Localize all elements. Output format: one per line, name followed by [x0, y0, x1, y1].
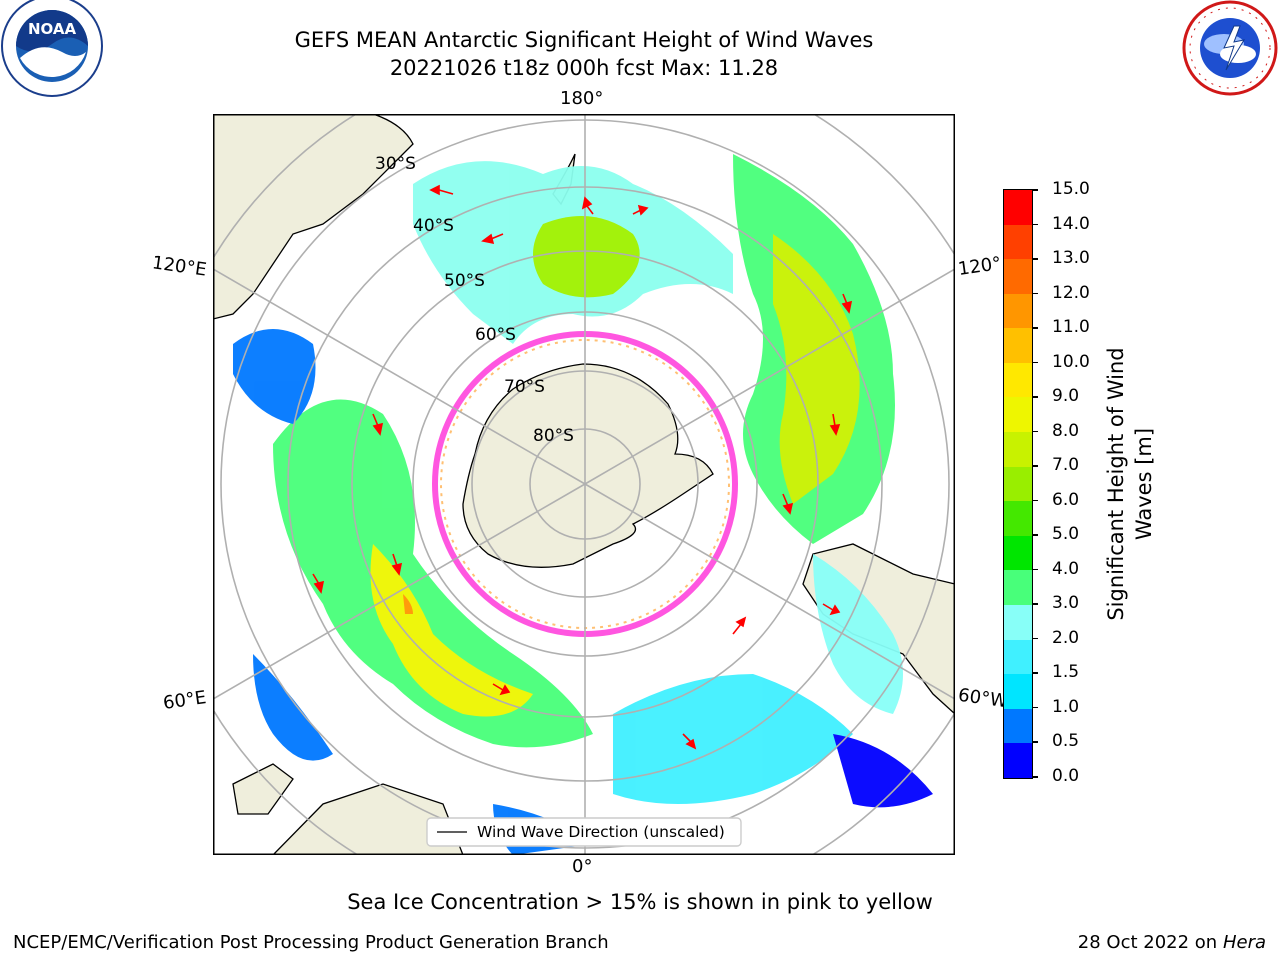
colorbar-tick-mark: [1032, 706, 1038, 709]
colorbar-tick-label: 15.0: [1052, 179, 1090, 199]
longitude-gridlines: [213, 114, 955, 855]
map-legend: Wind Wave Direction (unscaled): [426, 817, 742, 847]
colorbar-tick-mark: [1032, 189, 1038, 191]
colorbar-segment: [1004, 639, 1032, 675]
wind-wave-arrows: [312, 184, 853, 750]
sea-ice-note: Sea Ice Concentration > 15% is shown in …: [347, 890, 933, 914]
colorbar-tick-label: 9.0: [1052, 386, 1080, 407]
colorbar-segment: [1004, 362, 1032, 398]
colorbar-tick-mark: [1032, 776, 1038, 778]
madagascar-land: [232, 763, 294, 815]
colorbar-tick-mark: [1032, 465, 1038, 467]
colorbar-tick-mark: [1032, 603, 1038, 605]
colorbar-tick-mark: [1032, 258, 1038, 260]
colorbar-tick-label: 13.0: [1052, 248, 1090, 269]
colorbar-label-line-2: Waves [m]: [1132, 427, 1156, 541]
noaa-logo: NOAA: [1, 0, 103, 97]
lon-label-60w: 60°W: [956, 684, 1009, 713]
colorbar-tick-label: 0.0: [1052, 766, 1080, 786]
colorbar-segment: [1004, 605, 1032, 640]
colorbar-segment: [1004, 432, 1032, 467]
antarctica-land: [462, 363, 714, 568]
lon-label-0: 0°: [572, 856, 593, 877]
colorbar-tick-label: 1.0: [1052, 696, 1080, 717]
colorbar-tick-label: 7.0: [1052, 455, 1080, 476]
lon-label-120e: 120°E: [150, 252, 208, 281]
colorbar-segment: [1004, 535, 1032, 571]
colorbar-label-line-1: Significant Height of Wind: [1104, 347, 1128, 621]
footer-host: Hera: [1222, 932, 1266, 953]
lon-label-120w: 120°: [956, 253, 1003, 280]
lat-label-70s: 70°S: [504, 377, 545, 397]
nws-logo: [1182, 0, 1278, 96]
chart-title-line-2: 20221026 t18z 000h fcst Max: 11.28: [389, 56, 779, 80]
colorbar-tick-mark: [1032, 534, 1038, 536]
colorbar-tick-mark: [1032, 672, 1038, 674]
colorbar-segment: [1004, 708, 1032, 744]
australia-land: [213, 114, 414, 320]
lat-label-50s: 50°S: [444, 271, 485, 291]
colorbar-tick-mark: [1032, 396, 1038, 398]
colorbar-tick-label: 6.0: [1052, 489, 1080, 510]
colorbar-tick-label: 4.0: [1052, 558, 1080, 579]
lat-label-60s: 60°S: [475, 325, 516, 345]
colorbar-tick-label: 10.0: [1052, 351, 1090, 372]
colorbar-tick-label: 3.0: [1052, 593, 1080, 614]
colorbar-segment: [1004, 259, 1032, 294]
africa-land: [272, 783, 464, 855]
colorbar-tick-label: 2.0: [1052, 627, 1080, 648]
colorbar-tick-mark: [1032, 741, 1038, 743]
colorbar-tick-label: 5.0: [1052, 524, 1080, 545]
colorbar-tick-mark: [1032, 568, 1038, 571]
colorbar-tick-label: 12.0: [1052, 282, 1090, 303]
colorbar-tick-mark: [1032, 361, 1038, 364]
colorbar-tick-mark: [1032, 327, 1038, 329]
lat-label-30s: 30°S: [375, 154, 416, 174]
noaa-logo-text: NOAA: [28, 20, 77, 38]
colorbar-tick-label: 1.5: [1052, 662, 1080, 683]
colorbar-tick-label: 14.0: [1052, 213, 1090, 234]
colorbar-segment: [1004, 674, 1032, 709]
chart-title-line-1: GEFS MEAN Antarctic Significant Height o…: [294, 28, 874, 52]
colorbar-segment: [1004, 189, 1032, 225]
colorbar-tick-label: 0.5: [1052, 731, 1080, 752]
polar-map: 30°S 40°S 50°S 60°S 70°S 80°S Wind Wave …: [213, 114, 955, 855]
footer-right: 28 Oct 2022 on Hera: [1078, 932, 1266, 953]
wave-height-field: [233, 154, 933, 855]
footer-date: 28 Oct 2022 on: [1077, 932, 1223, 953]
colorbar: [1003, 189, 1033, 779]
colorbar-ticks: 0.0 0.5 1.0 1.5 2.0 3.0 4.0 5.0 6.0 7.0 8.0 9.0 10.0…: [1032, 179, 1106, 790]
lon-label-180: 180°: [560, 88, 604, 109]
colorbar-tick-label: 8.0: [1052, 420, 1080, 441]
colorbar-segment: [1004, 328, 1032, 363]
legend-label: Wind Wave Direction (unscaled): [477, 823, 725, 841]
colorbar-tick-mark: [1032, 430, 1038, 433]
colorbar-segment: [1004, 466, 1032, 502]
colorbar-segment: [1004, 743, 1032, 778]
colorbar-label: Significant Height of Wind Waves [m]: [1102, 334, 1162, 634]
lat-label-80s: 80°S: [533, 426, 574, 446]
footer-left: NCEP/EMC/Verification Post Processing Pr…: [13, 932, 609, 953]
lat-label-40s: 40°S: [413, 216, 454, 236]
lon-label-60e: 60°E: [161, 687, 208, 714]
colorbar-tick-mark: [1032, 499, 1038, 502]
colorbar-tick-mark: [1032, 292, 1038, 295]
colorbar-segment: [1004, 397, 1032, 433]
colorbar-segment: [1004, 570, 1032, 606]
colorbar-segment: [1004, 224, 1032, 260]
colorbar-segment: [1004, 501, 1032, 536]
colorbar-tick-mark: [1032, 637, 1038, 640]
colorbar-tick-label: 11.0: [1052, 317, 1090, 338]
colorbar-segment: [1004, 293, 1032, 329]
colorbar-tick-mark: [1032, 223, 1038, 226]
